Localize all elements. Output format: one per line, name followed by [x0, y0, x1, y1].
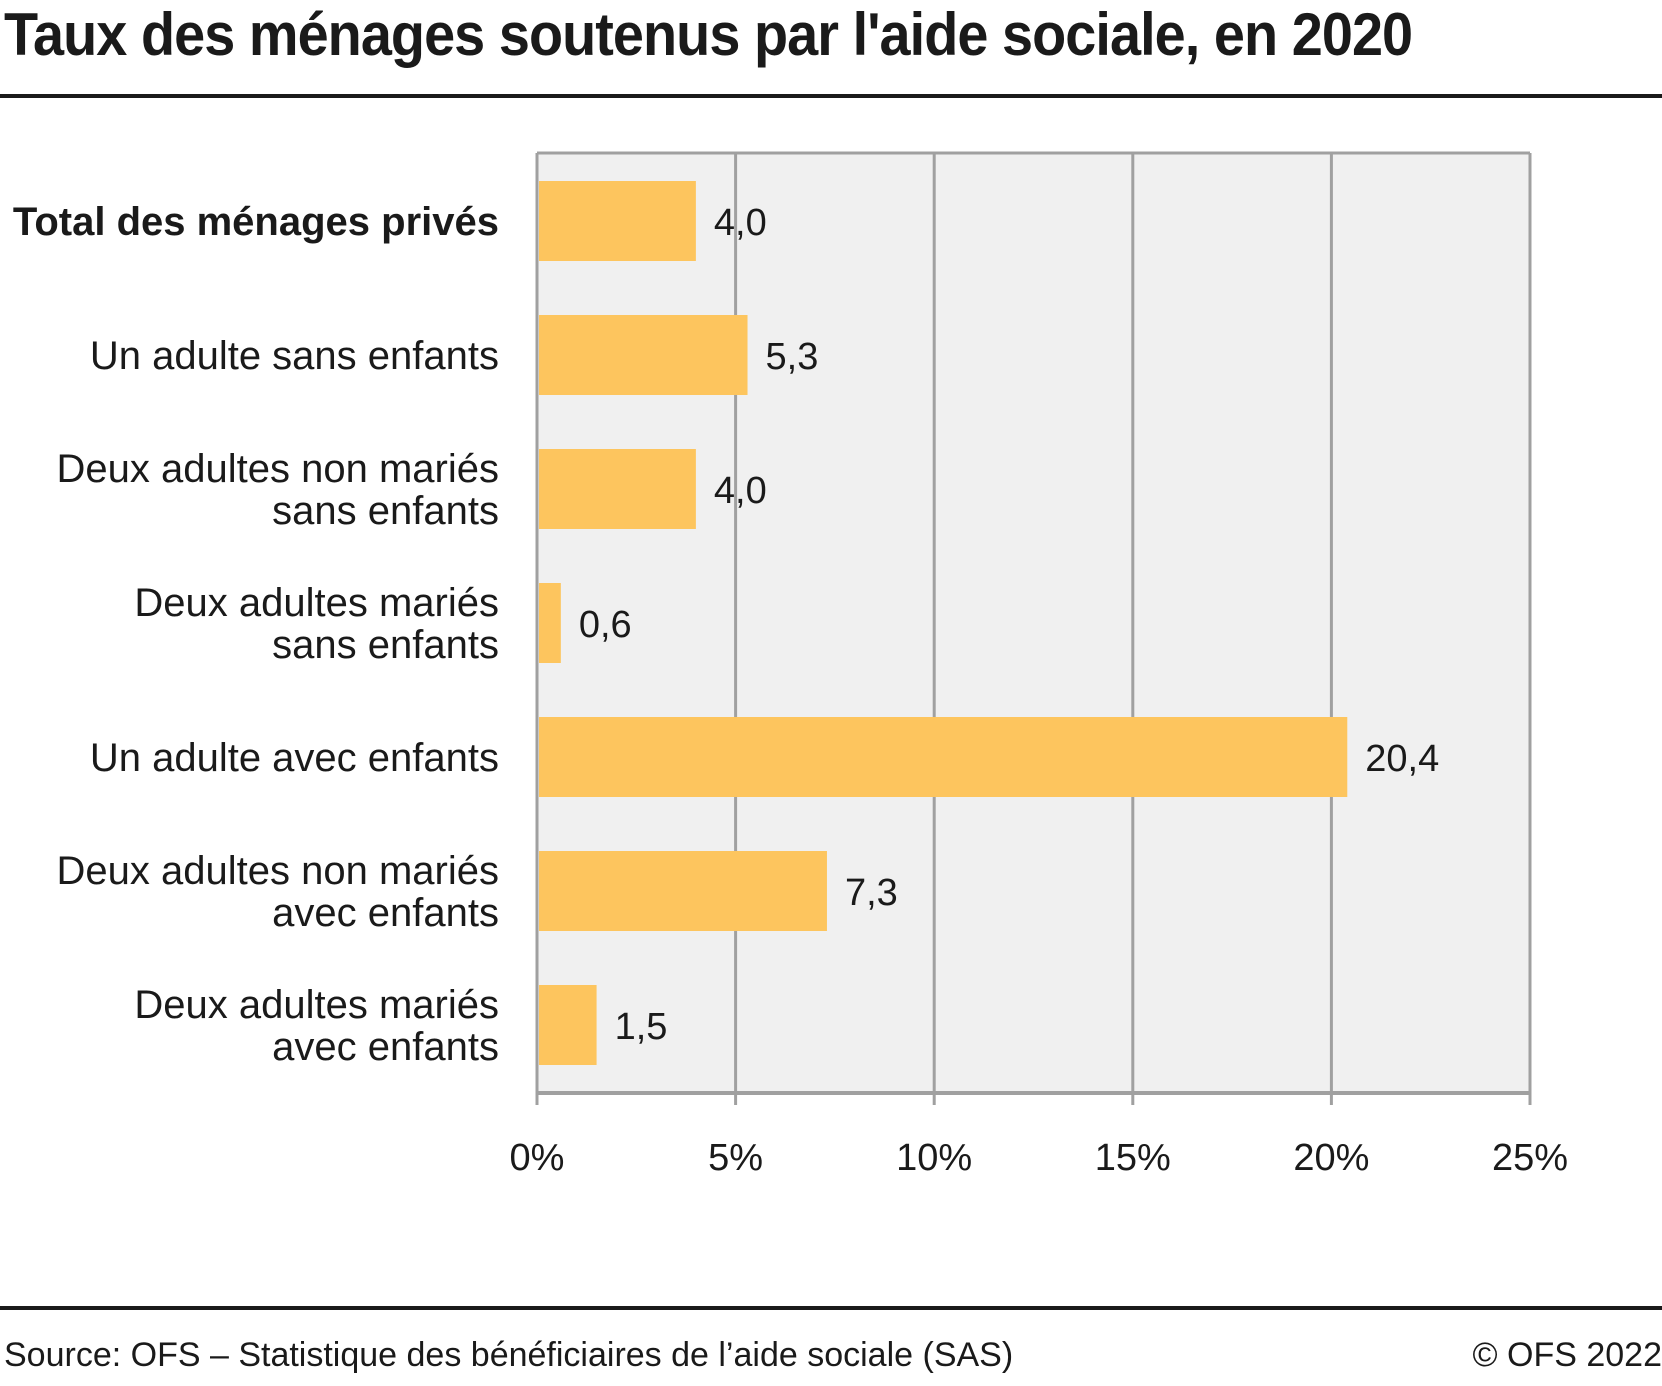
x-tick-label-20: 20%: [1293, 1137, 1369, 1179]
bar-3: [539, 583, 561, 663]
x-tick-label-0: 0%: [510, 1137, 565, 1179]
x-tick-label-25: 25%: [1492, 1137, 1568, 1179]
gridlines: [535, 151, 1532, 1105]
x-tick-label-5: 5%: [708, 1137, 763, 1179]
chart-title: Taux des ménages soutenus par l'aide soc…: [4, 1, 1413, 68]
category-labels: Total des ménages privés Un adulte sans e…: [13, 200, 499, 1069]
bars: [539, 181, 1348, 1065]
x-tick-label-15: 15%: [1095, 1137, 1171, 1179]
bar-chart: 4,0 5,3 4,0 0,6 20,4 7,3 1,5 Total des ménages…: [13, 151, 1568, 1179]
category-label-6: Deux adultes mariés avec enfants: [134, 983, 499, 1069]
value-label-2: 4,0: [714, 470, 767, 512]
plot-background: [537, 153, 1530, 1093]
title-divider: [0, 94, 1662, 98]
category-label-5: Deux adultes non mariés avec enfants: [57, 849, 499, 935]
value-label-5: 7,3: [845, 872, 898, 914]
category-label-0: Total des ménages privés: [13, 200, 499, 244]
category-label-4: Un adulte avec enfants: [90, 736, 499, 780]
x-axis-ticks: 0% 5% 10% 15% 20% 25%: [510, 1137, 1568, 1179]
bar-6: [539, 985, 597, 1065]
copyright-note: © OFS 2022: [1472, 1336, 1662, 1374]
value-label-4: 20,4: [1365, 738, 1439, 780]
value-label-1: 5,3: [766, 336, 819, 378]
bar-0: [539, 181, 696, 261]
category-label-2: Deux adultes non mariés sans enfants: [57, 447, 499, 533]
bar-5: [539, 851, 827, 931]
footer-divider: [0, 1306, 1662, 1310]
x-tick-label-10: 10%: [896, 1137, 972, 1179]
value-labels: 4,0 5,3 4,0 0,6 20,4 7,3 1,5: [579, 202, 1439, 1048]
bar-2: [539, 449, 696, 529]
category-label-1: Un adulte sans enfants: [90, 334, 499, 378]
bar-4: [539, 717, 1348, 797]
value-label-6: 1,5: [615, 1006, 668, 1048]
value-label-3: 0,6: [579, 604, 632, 646]
value-label-0: 4,0: [714, 202, 767, 244]
source-note: Source: OFS – Statistique des bénéficiai…: [4, 1336, 1014, 1374]
category-label-3: Deux adultes mariés sans enfants: [134, 581, 499, 667]
bar-1: [539, 315, 748, 395]
